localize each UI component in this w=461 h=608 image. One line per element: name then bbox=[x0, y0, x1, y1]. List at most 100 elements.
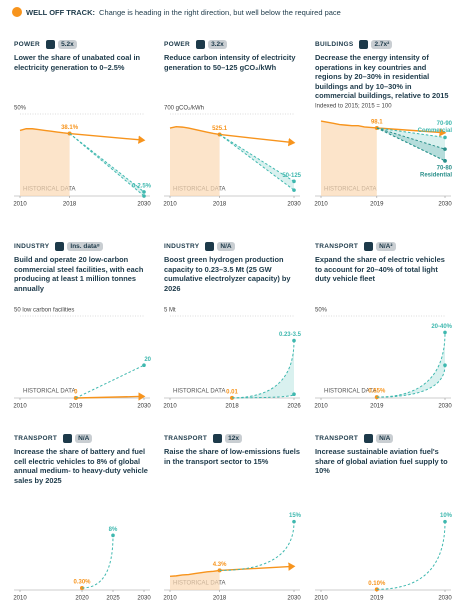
badge: 5.2x bbox=[58, 39, 77, 49]
history-dot bbox=[374, 587, 379, 592]
badge-icon bbox=[364, 433, 374, 443]
target-dot bbox=[111, 533, 115, 538]
status-icon bbox=[12, 7, 22, 17]
history-area bbox=[20, 128, 70, 196]
target-line bbox=[376, 332, 446, 398]
value-label: 20-40% bbox=[431, 324, 452, 330]
badge-icon bbox=[55, 241, 65, 251]
sector: INDUSTRY bbox=[14, 242, 50, 250]
badge: N/A bbox=[75, 433, 93, 443]
panel-title: Reduce carbon intensity of electricity g… bbox=[164, 53, 296, 72]
x-tick-label: 2010 bbox=[314, 202, 328, 208]
value-label: 38.1% bbox=[61, 125, 79, 131]
target-dot bbox=[443, 330, 447, 335]
value-label: 98.1 bbox=[371, 120, 383, 126]
panel-header: TRANSPORT 12x bbox=[164, 432, 304, 444]
x-tick-label: 2010 bbox=[163, 404, 177, 410]
x-tick-label: 2030 bbox=[438, 404, 452, 410]
value-label: 70-90 bbox=[437, 121, 453, 127]
y-tick-label: 50 low carbon facilities bbox=[14, 308, 74, 314]
badge: N/A bbox=[376, 433, 394, 443]
x-tick-label: 2030 bbox=[137, 404, 151, 410]
x-tick-label: 2019 bbox=[370, 202, 384, 208]
chart: 50 low carbon facilities 2010 2019 2030 HIST… bbox=[13, 308, 151, 410]
target-dot bbox=[292, 179, 296, 184]
series-name: Commercial bbox=[418, 128, 453, 134]
x-tick-label: 2018 bbox=[213, 202, 227, 208]
y-tick-label: 50% bbox=[315, 308, 328, 314]
x-tick-label: 2018 bbox=[225, 404, 239, 410]
trend-line bbox=[219, 133, 296, 147]
target-low-line bbox=[376, 365, 446, 398]
sector: TRANSPORT bbox=[164, 434, 208, 442]
x-tick-label: 2010 bbox=[163, 596, 177, 602]
target-line bbox=[376, 127, 446, 138]
panel-title: Raise the share of low-emissions fuels i… bbox=[164, 447, 300, 466]
target-dot bbox=[142, 190, 146, 194]
value-label: 0.30% bbox=[73, 580, 91, 586]
target-line bbox=[231, 340, 295, 399]
target-line bbox=[69, 133, 145, 193]
target-range bbox=[376, 127, 445, 161]
value-label: 0.01 bbox=[226, 389, 238, 395]
y-tick-label: 5 Mt bbox=[164, 308, 176, 314]
x-tick-label: 2025 bbox=[106, 596, 120, 602]
x-tick-label: 2018 bbox=[213, 596, 227, 602]
badge: 2.7x² bbox=[371, 39, 393, 49]
x-tick-label: 2019 bbox=[370, 596, 384, 602]
badge-icon bbox=[359, 39, 369, 49]
panel-title: Increase sustainable aviation fuel's sha… bbox=[315, 447, 448, 476]
value-label: 70-80 bbox=[437, 165, 453, 171]
target-dot bbox=[292, 338, 296, 343]
trend-line bbox=[376, 127, 447, 137]
header-text: Change is heading in the right direction… bbox=[99, 7, 341, 17]
trend-line bbox=[169, 125, 220, 136]
value-label: 20 bbox=[144, 357, 151, 363]
panel-title: Increase the share of battery and fuel c… bbox=[14, 447, 148, 485]
value-label: 10% bbox=[440, 513, 453, 519]
panel: INDUSTRY N/A Boost green hydrogen producti… bbox=[163, 240, 304, 418]
value-label: 0.23-3.5 bbox=[279, 332, 302, 338]
y-tick-label: 50% bbox=[14, 106, 27, 112]
x-tick-label: 2030 bbox=[438, 596, 452, 602]
target-line bbox=[75, 364, 145, 399]
panel: TRANSPORT 12x Raise the share of low-emiss… bbox=[163, 432, 304, 608]
series-name: Residential bbox=[420, 172, 452, 178]
target-range bbox=[232, 340, 294, 398]
panel-header: INDUSTRY Ins. data⁸ bbox=[14, 240, 154, 252]
trend-line bbox=[219, 562, 296, 572]
panel-header: BUILDINGS 2.7x² bbox=[315, 38, 455, 50]
target-low-dot bbox=[443, 159, 447, 163]
x-tick-label: 2030 bbox=[137, 596, 151, 602]
badge-icon bbox=[46, 39, 56, 49]
panel-title: Boost green hydrogen production capacity… bbox=[164, 255, 291, 293]
value-label: 0-2.5% bbox=[132, 183, 152, 189]
sector: TRANSPORT bbox=[315, 434, 359, 442]
target-line bbox=[219, 521, 295, 571]
target-low-dot bbox=[292, 188, 296, 192]
panel: BUILDINGS 2.7x² Decrease the energy intens… bbox=[314, 38, 455, 216]
badge: Ins. data⁸ bbox=[67, 241, 103, 251]
sector: BUILDINGS bbox=[315, 40, 354, 48]
badge-icon bbox=[364, 241, 374, 251]
panel: TRANSPORT N/A Increase sustainable aviatio… bbox=[314, 432, 455, 608]
value-label: 0 bbox=[74, 390, 78, 396]
target-dot bbox=[142, 363, 146, 367]
x-tick-label: 2019 bbox=[370, 404, 384, 410]
target-dot bbox=[292, 519, 296, 524]
chart: 700 gCO₂/kWh201020182030HISTORICAL DATA5… bbox=[163, 106, 301, 208]
value-label: 0.55% bbox=[368, 389, 386, 395]
history-area bbox=[321, 121, 377, 196]
target-dot bbox=[443, 147, 447, 151]
target-range bbox=[376, 332, 445, 398]
panel-title: Expand the share of electric vehicles to… bbox=[315, 255, 445, 284]
badge: N/A bbox=[217, 241, 235, 251]
target-line bbox=[376, 127, 446, 150]
x-tick-label: 2010 bbox=[13, 596, 27, 602]
badge-icon bbox=[213, 433, 223, 443]
panel: POWER 5.2x Lower the share of unabated coa… bbox=[13, 38, 154, 216]
panel: TRANSPORT N/A Increase the share of batter… bbox=[13, 432, 154, 608]
target-line bbox=[81, 535, 114, 589]
